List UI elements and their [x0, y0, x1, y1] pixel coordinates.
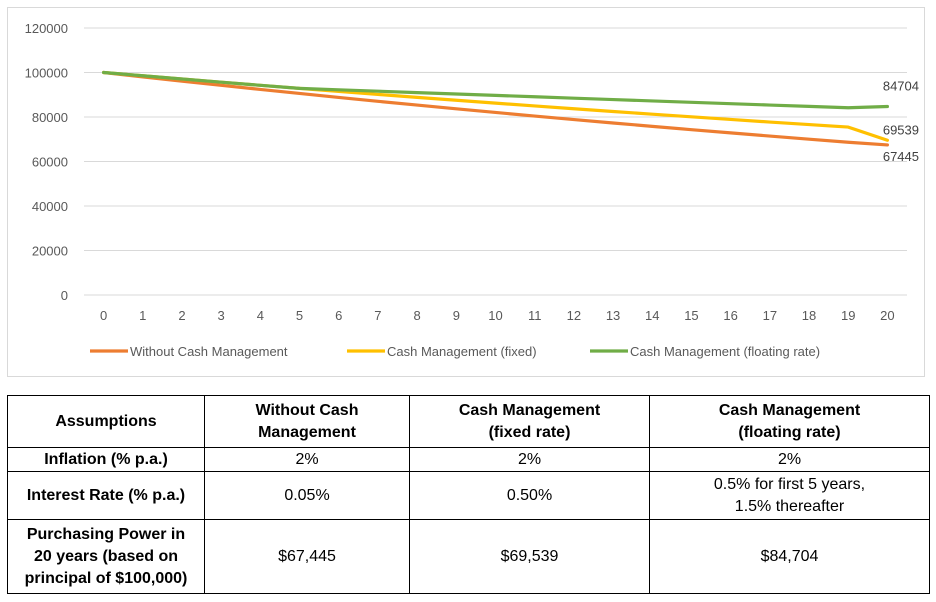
- y-tick-label: 0: [61, 288, 68, 303]
- x-tick-label: 20: [880, 308, 894, 323]
- legend-label: Without Cash Management: [130, 344, 288, 359]
- x-tick-label: 18: [802, 308, 816, 323]
- series-line: [101, 70, 890, 110]
- table-row: Inflation (% p.a.) 2% 2% 2%: [7, 447, 930, 472]
- table-row: Interest Rate (% p.a.) 0.05% 0.50% 0.5% …: [7, 471, 930, 520]
- header-cash-management-fixed: Cash Management (fixed rate): [409, 395, 650, 448]
- x-tick-label: 4: [257, 308, 264, 323]
- x-axis-ticks: 0 1 2 3 4 5 6 7 8 9 10 11 12 13 14 15 16 17 18 19 20: [100, 308, 895, 323]
- end-labels: 67445 69539 84704: [883, 79, 919, 164]
- cell-interest-fixed: 0.50%: [409, 471, 650, 520]
- x-tick-label: 15: [684, 308, 698, 323]
- y-tick-label: 20000: [32, 244, 68, 259]
- y-tick-label: 120000: [25, 21, 68, 36]
- x-tick-label: 13: [606, 308, 620, 323]
- table-header-row: Assumptions Without Cash Management Cash…: [7, 395, 930, 448]
- y-axis-ticks: 0 20000 40000 60000 80000 100000 120000: [25, 21, 68, 303]
- cell-inflation-floating: 2%: [649, 447, 930, 472]
- x-tick-label: 11: [528, 308, 542, 323]
- header-without-cash-management: Without Cash Management: [204, 395, 410, 448]
- data-label: 69539: [883, 122, 919, 137]
- x-tick-label: 19: [841, 308, 855, 323]
- x-tick-label: 1: [139, 308, 146, 323]
- x-tick-label: 9: [453, 308, 460, 323]
- legend: Without Cash Management Cash Management (…: [90, 344, 820, 359]
- y-tick-label: 80000: [32, 110, 68, 125]
- data-label: 84704: [883, 79, 919, 94]
- cell-interest-without: 0.05%: [204, 471, 410, 520]
- header-cash-management-floating: Cash Management (floating rate): [649, 395, 930, 448]
- row-label-purchasing-power: Purchasing Power in 20 years (based on p…: [7, 519, 205, 594]
- table-row: Purchasing Power in 20 years (based on p…: [7, 519, 930, 594]
- x-tick-label: 12: [567, 308, 581, 323]
- data-label: 67445: [883, 149, 919, 164]
- x-tick-label: 7: [374, 308, 381, 323]
- series-line: [101, 70, 890, 147]
- cell-inflation-fixed: 2%: [409, 447, 650, 472]
- x-tick-label: 10: [488, 308, 502, 323]
- assumptions-table: Assumptions Without Cash Management Cash…: [7, 395, 930, 594]
- x-tick-label: 16: [723, 308, 737, 323]
- x-tick-label: 5: [296, 308, 303, 323]
- y-tick-label: 40000: [32, 199, 68, 214]
- row-label-inflation: Inflation (% p.a.): [7, 447, 205, 472]
- cell-power-without: $67,445: [204, 519, 410, 594]
- x-tick-label: 2: [178, 308, 185, 323]
- y-tick-label: 60000: [32, 155, 68, 170]
- series-lines: [101, 70, 890, 147]
- x-tick-label: 17: [763, 308, 777, 323]
- y-tick-label: 100000: [25, 66, 68, 81]
- x-tick-label: 0: [100, 308, 107, 323]
- x-tick-label: 3: [218, 308, 225, 323]
- legend-label: Cash Management (floating rate): [630, 344, 820, 359]
- legend-label: Cash Management (fixed): [387, 344, 537, 359]
- header-assumptions: Assumptions: [7, 395, 205, 448]
- cell-inflation-without: 2%: [204, 447, 410, 472]
- x-tick-label: 14: [645, 308, 659, 323]
- cell-interest-floating: 0.5% for first 5 years, 1.5% thereafter: [649, 471, 930, 520]
- gridlines: [84, 27, 907, 296]
- cell-power-floating: $84,704: [649, 519, 930, 594]
- x-tick-label: 6: [335, 308, 342, 323]
- cell-power-fixed: $69,539: [409, 519, 650, 594]
- x-tick-label: 8: [414, 308, 421, 323]
- row-label-interest-rate: Interest Rate (% p.a.): [7, 471, 205, 520]
